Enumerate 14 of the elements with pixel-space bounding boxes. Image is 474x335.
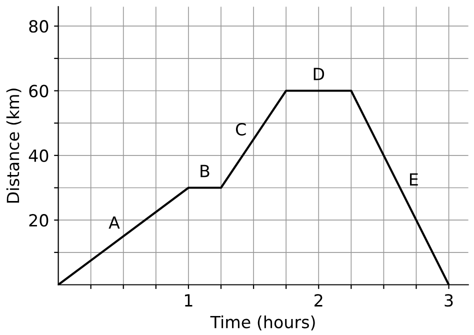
y-axis-title: Distance (km) — [6, 88, 22, 203]
annotation: B — [200, 164, 210, 178]
annotation: C — [236, 122, 246, 136]
annotation: D — [314, 68, 324, 80]
y-tick-label: 80 — [29, 20, 48, 33]
x-tick-label: 1 — [184, 294, 192, 306]
x-axis-title: Time (hours) — [210, 315, 315, 330]
y-tick-label: 40 — [28, 149, 48, 162]
annotation: A — [108, 216, 120, 229]
y-tick-label: 60 — [29, 84, 48, 98]
y-tick-label: 20 — [29, 214, 48, 227]
x-tick-label: 2 — [314, 294, 322, 306]
x-tick-label: 3 — [444, 294, 453, 307]
annotation: E — [410, 173, 418, 186]
